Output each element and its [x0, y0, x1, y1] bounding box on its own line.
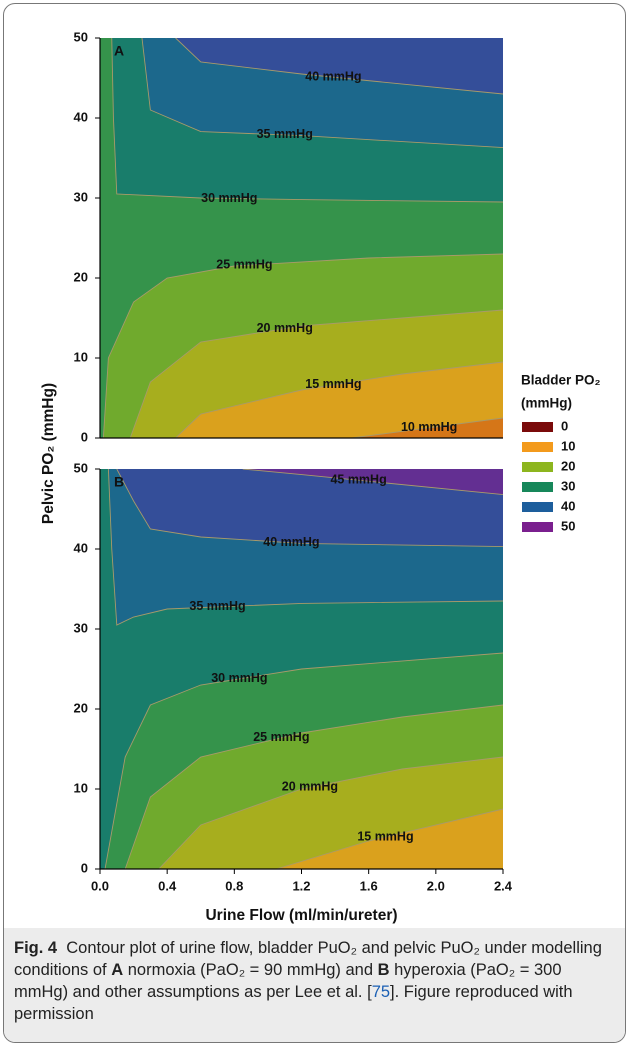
- contour-line: [107, 469, 503, 626]
- panel-label: A: [114, 43, 124, 59]
- plot-area: 15 mmHg 20 mmHg 25 mmHg 30 mmHg 35 mmHg 40 mm…: [100, 469, 503, 869]
- legend-swatch: [522, 522, 553, 532]
- y-tick-label: 0: [81, 860, 88, 875]
- caption-text: hyperoxia (PaO₂ = 300 mmHg) and other as…: [14, 961, 562, 1001]
- contour-label: 20 mmHg: [257, 321, 313, 335]
- y-tick-label: 50: [74, 29, 88, 44]
- contour-label: 40 mmHg: [263, 535, 319, 549]
- contour-line: [158, 756, 503, 869]
- contour-band: [175, 38, 503, 94]
- y-tick-label: 0: [81, 429, 88, 444]
- contour-label: 30 mmHg: [211, 671, 267, 685]
- legend-swatch: [522, 422, 553, 432]
- contour-label: 30 mmHg: [201, 191, 257, 205]
- y-tick-label: 30: [74, 189, 88, 204]
- legend-label: 40: [561, 498, 575, 513]
- legend-title: Bladder PO₂: [521, 373, 601, 388]
- contour-label: 15 mmHg: [305, 377, 361, 391]
- legend-title: (mmHg): [521, 396, 572, 411]
- contour-band: [116, 469, 503, 547]
- y-tick-label: 50: [74, 460, 88, 475]
- contour-label: 20 mmHg: [282, 780, 338, 794]
- contour-line: [351, 417, 503, 438]
- caption-text: Contour plot of urine flow, bladder PuO₂…: [14, 939, 602, 979]
- legend-label: 30: [561, 478, 575, 493]
- contour-line: [175, 38, 503, 95]
- plots: 10 mmHg 15 mmHg 20 mmHg 25 mmHg 30 mmHg 35 mm…: [40, 29, 600, 924]
- contour-line: [104, 652, 503, 869]
- contour-label: 35 mmHg: [189, 599, 245, 613]
- y-tick-label: 10: [74, 780, 88, 795]
- contour-label: 25 mmHg: [253, 730, 309, 744]
- contour-label: 35 mmHg: [257, 127, 313, 141]
- y-tick-label: 20: [74, 700, 88, 715]
- contour-line: [242, 469, 503, 496]
- legend-swatch: [522, 482, 553, 492]
- y-tick-label: 20: [74, 269, 88, 284]
- contour-line: [129, 309, 503, 438]
- contour-label: 40 mmHg: [305, 69, 361, 83]
- x-tick-label: 2.4: [494, 878, 513, 893]
- contour-label: 15 mmHg: [357, 829, 413, 843]
- y-tick-label: 10: [74, 349, 88, 364]
- legend-label: 0: [561, 418, 568, 433]
- contour-line: [102, 253, 503, 438]
- contour-line: [141, 38, 503, 149]
- caption: Fig. 4 Contour plot of urine flow, bladd…: [4, 928, 625, 1042]
- contour-band: [242, 469, 503, 495]
- contour-line: [124, 704, 503, 869]
- caption-label: Fig. 4: [14, 939, 58, 957]
- y-tick-label: 30: [74, 620, 88, 635]
- chart: 10 mmHg 15 mmHg 20 mmHg 25 mmHg 30 mmHg 35 mm…: [40, 29, 600, 924]
- contour-label: 25 mmHg: [216, 258, 272, 272]
- y-axis-title: Pelvic PO₂ (mmHg): [40, 383, 57, 524]
- contour-line: [276, 808, 503, 869]
- x-tick-label: 1.6: [360, 878, 378, 893]
- legend-swatch: [522, 502, 553, 512]
- x-tick-label: 0.0: [91, 878, 109, 893]
- x-axis-title: Urine Flow (ml/min/ureter): [205, 907, 397, 924]
- y-tick-label: 40: [74, 540, 88, 555]
- plot-area: 10 mmHg 15 mmHg 20 mmHg 25 mmHg 30 mmHg 35 mm…: [100, 38, 503, 438]
- legend-label: 20: [561, 458, 575, 473]
- caption-text: A: [111, 961, 124, 979]
- legend-label: 50: [561, 518, 575, 533]
- contour-line: [111, 38, 503, 203]
- legend-label: 10: [561, 438, 575, 453]
- caption-text: normoxia (PaO₂ = 90 mmHg) and: [123, 961, 378, 979]
- legend-swatch: [522, 442, 553, 452]
- caption-text: ]. Figure reproduced with permission: [14, 983, 573, 1023]
- figure: 10 mmHg 15 mmHg 20 mmHg 25 mmHg 30 mmHg 35 mm…: [3, 3, 626, 1043]
- contour-line: [116, 469, 503, 548]
- legend-swatch: [522, 462, 553, 472]
- x-tick-label: 2.0: [427, 878, 445, 893]
- contour-line: [175, 361, 503, 438]
- x-tick-label: 1.2: [292, 878, 310, 893]
- x-tick-label: 0.8: [225, 878, 243, 893]
- caption-text: B: [377, 961, 390, 979]
- panel-label: B: [114, 474, 124, 490]
- x-tick-label: 0.4: [158, 878, 177, 893]
- y-tick-label: 40: [74, 109, 88, 124]
- contour-label: 45 mmHg: [330, 473, 386, 487]
- contour-label: 10 mmHg: [401, 420, 457, 434]
- citation-link[interactable]: 75: [371, 983, 391, 1001]
